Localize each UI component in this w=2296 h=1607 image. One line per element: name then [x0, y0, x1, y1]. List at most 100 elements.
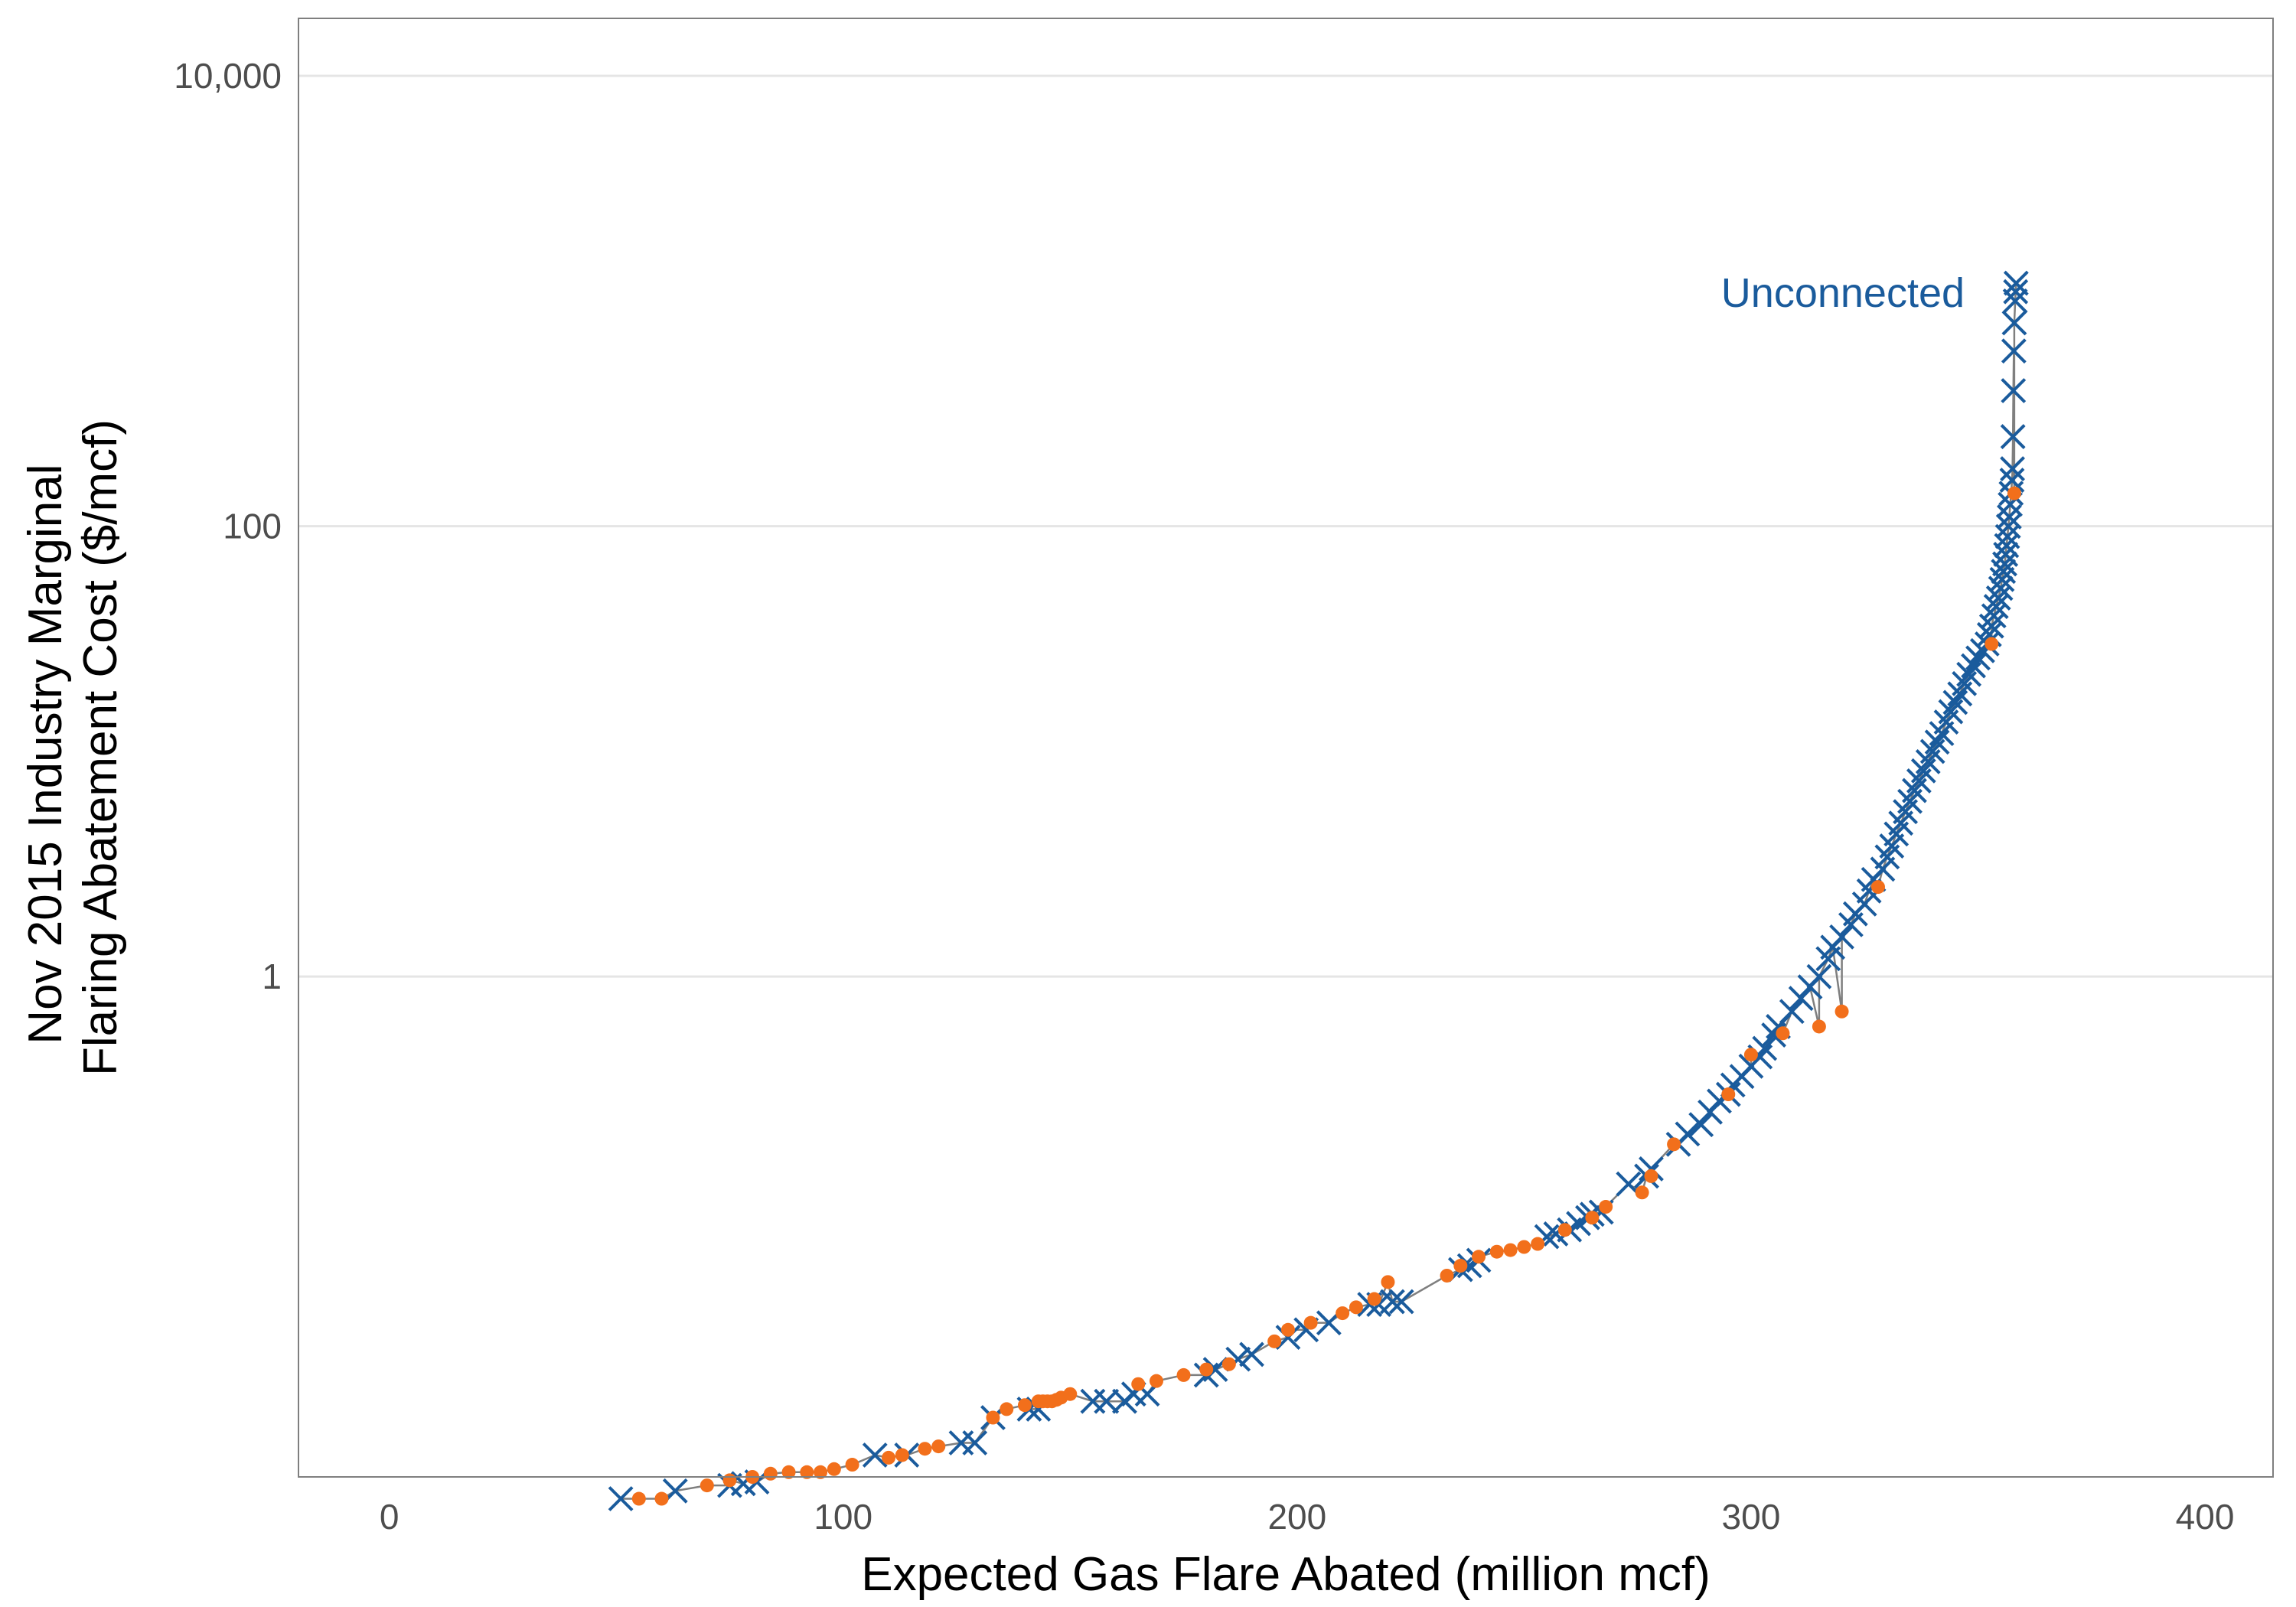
x-marker-stroke [2000, 456, 2025, 481]
unconnected-annotation: Unconnected [1721, 270, 1965, 316]
x-axis-ticks: 0 100 200 300 400 [380, 1497, 2235, 1537]
connected-point [1721, 1087, 1736, 1102]
x-marker-stroke [1994, 533, 2020, 559]
x-marker-stroke [1965, 645, 1991, 671]
connected-point [1381, 1275, 1395, 1289]
connected-point [1267, 1334, 1282, 1348]
x-marker-stroke [1379, 1289, 1405, 1315]
connected-point [800, 1465, 814, 1479]
unconnected-point [608, 1486, 634, 1511]
x-marker-stroke [1999, 468, 2025, 493]
unconnected-point [1788, 986, 1814, 1012]
connected-point [845, 1458, 859, 1472]
connected-point [654, 1491, 669, 1506]
grid-lines [298, 74, 2273, 978]
unconnected-point [1388, 1289, 1414, 1315]
unconnected-point [2003, 270, 2029, 296]
unconnected-point [962, 1430, 988, 1455]
unconnected-point [1829, 924, 1854, 950]
x-marker-stroke [1616, 1171, 1642, 1197]
unconnected-point [1994, 523, 2020, 549]
x-marker-stroke [1806, 963, 1832, 989]
x-tick-label: 300 [1722, 1497, 1781, 1537]
unconnected-point [1688, 1112, 1714, 1138]
y-axis-title-line-1: Nov 2015 Industry Marginal [19, 464, 72, 1045]
x-marker-stroke [1981, 603, 2007, 629]
unconnected-point [1275, 1325, 1301, 1351]
x-marker-stroke [1829, 924, 1854, 950]
connected-point [1812, 1019, 1826, 1034]
connected-point [700, 1478, 714, 1493]
plot-border [298, 18, 2274, 1478]
x-marker-stroke [2001, 310, 2027, 336]
connected-point [1776, 1026, 1790, 1041]
unconnected-point [862, 1442, 888, 1468]
connected-point [1985, 637, 1999, 651]
y-tick-label: 1 [262, 957, 282, 996]
connected-point [1349, 1300, 1363, 1315]
unconnected-point [1639, 1156, 1664, 1182]
connected-point [931, 1439, 946, 1454]
connected-point [722, 1473, 737, 1488]
connected-point [1835, 1004, 1849, 1019]
unconnected-point [1779, 999, 1805, 1025]
x-marker-stroke [1995, 513, 2021, 539]
unconnected-point [1978, 613, 2004, 639]
x-marker-stroke [1985, 585, 2011, 611]
x-marker-stroke [2001, 378, 2027, 403]
connected-point [2007, 486, 2021, 500]
x-marker-stroke [1388, 1289, 1414, 1315]
connected-point [1176, 1367, 1191, 1382]
connected-point [1063, 1387, 1078, 1401]
unconnected-point [1239, 1341, 1264, 1367]
x-marker-stroke [1961, 653, 1986, 679]
unconnected-point [2000, 456, 2025, 481]
connected-point [1557, 1223, 1572, 1237]
connected-point [1303, 1315, 1318, 1330]
x-marker-stroke [1639, 1156, 1664, 1182]
x-marker-stroke [1688, 1112, 1714, 1138]
x-tick-label: 0 [380, 1497, 400, 1537]
y-axis-ticks: 1 100 10,000 [174, 56, 282, 996]
connected-point [1667, 1137, 1681, 1152]
connected-point [986, 1410, 1000, 1425]
x-marker-stroke [1993, 542, 2019, 567]
y-axis-title: Nov 2015 Industry Marginal Flaring Abate… [19, 419, 127, 1076]
unconnected-point [2001, 310, 2027, 336]
connected-point [1131, 1377, 1146, 1391]
unconnected-point [1942, 689, 1968, 715]
connected-point [814, 1465, 828, 1479]
connected-point [895, 1448, 909, 1462]
connected-point [1221, 1357, 1236, 1371]
x-marker-stroke [1747, 1044, 1773, 1070]
connected-point [1453, 1259, 1468, 1273]
unconnected-point [2003, 279, 2029, 305]
x-marker-stroke [1988, 575, 2014, 601]
connected-point [1149, 1374, 1163, 1388]
x-tick-label: 100 [814, 1497, 872, 1537]
unconnected-point [1094, 1388, 1120, 1414]
connected-point [1871, 880, 1885, 895]
unconnected-point [1379, 1289, 1405, 1315]
x-marker-stroke [1788, 986, 1814, 1012]
connected-point [1517, 1240, 1531, 1254]
unconnected-point [2001, 378, 2027, 403]
unconnected-point [2001, 338, 2027, 364]
connected-point [1440, 1268, 1454, 1283]
connected-point [1472, 1250, 1486, 1264]
connected-point [1367, 1292, 1381, 1306]
x-marker-stroke [2001, 338, 2027, 364]
x-marker-stroke [608, 1486, 634, 1511]
x-axis-title: Expected Gas Flare Abated (million mcf) [861, 1548, 1711, 1601]
connected-point [1017, 1398, 1032, 1413]
x-marker-stroke [1983, 594, 2009, 619]
connected-point [1199, 1362, 1214, 1377]
x-marker-stroke [1956, 661, 1982, 687]
connected-point [827, 1462, 841, 1476]
unconnected-point [1961, 653, 1986, 679]
unconnected-point [1924, 729, 1950, 755]
connected-point [1635, 1185, 1649, 1200]
x-marker-stroke [1942, 689, 1968, 715]
y-tick-label: 10,000 [174, 56, 282, 96]
connected-point [1489, 1244, 1504, 1259]
